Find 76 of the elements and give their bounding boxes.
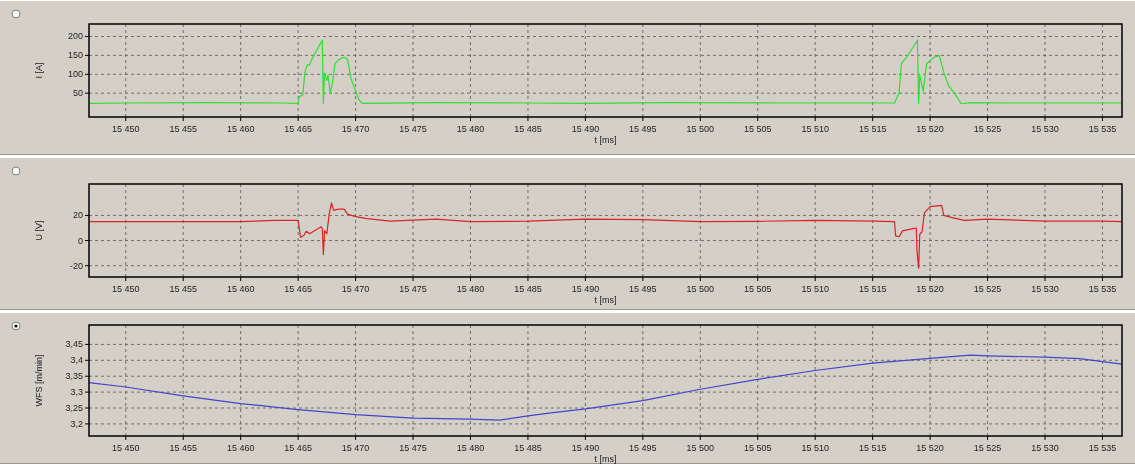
- x-tick-label: 15 475: [399, 443, 427, 453]
- x-tick-label: 15 495: [629, 284, 657, 294]
- x-tick-label: 15 460: [226, 284, 255, 294]
- x-tick-label: 15 480: [456, 124, 485, 134]
- x-tick-label: 15 520: [916, 443, 944, 453]
- x-tick-label: 15 465: [284, 443, 312, 453]
- x-tick-label: 15 530: [1031, 284, 1059, 294]
- x-tick-label: 15 495: [629, 443, 657, 453]
- x-tick-label: 15 505: [743, 284, 772, 294]
- x-tick-label: 15 485: [514, 284, 542, 294]
- x-tick-label: 15 490: [571, 284, 600, 294]
- y-tick-label: -20: [69, 260, 83, 271]
- x-tick-label: 15 520: [916, 124, 944, 134]
- x-tick-label: 15 485: [514, 443, 542, 453]
- x-tick-label: 15 520: [916, 284, 944, 294]
- x-tick-label: 15 450: [112, 124, 140, 134]
- x-tick-label: 15 535: [1088, 124, 1117, 134]
- x-tick-label: 15 470: [341, 443, 370, 453]
- x-tick-label: 15 465: [284, 124, 312, 134]
- x-tick-label: 15 465: [284, 284, 312, 294]
- x-tick-label: 15 515: [858, 124, 887, 134]
- x-tick-label: 15 510: [801, 284, 829, 294]
- x-axis-title: t [ms]: [594, 295, 617, 305]
- x-tick-label: 15 460: [226, 124, 255, 134]
- x-tick-label: 15 500: [686, 284, 715, 294]
- x-tick-label: 15 480: [456, 284, 485, 294]
- y-tick-label: 3,45: [65, 339, 83, 350]
- y-axis-title: I [A]: [34, 62, 44, 79]
- x-tick-label: 15 500: [686, 124, 715, 134]
- x-tick-label: 15 525: [973, 124, 1002, 134]
- x-tick-label: 15 470: [341, 124, 370, 134]
- x-tick-label: 15 505: [743, 124, 772, 134]
- x-axis-title: t [ms]: [594, 135, 617, 145]
- x-tick-label: 15 495: [629, 124, 657, 134]
- x-tick-label: 15 525: [973, 443, 1002, 453]
- y-tick-label: 20: [72, 210, 83, 221]
- x-tick-label: 15 535: [1088, 284, 1117, 294]
- x-tick-label: 15 505: [743, 443, 772, 453]
- x-tick-label: 15 535: [1088, 443, 1117, 453]
- y-axis-title: U [V]: [34, 220, 44, 241]
- x-tick-label: 15 455: [169, 284, 197, 294]
- x-tick-label: 15 490: [571, 124, 600, 134]
- x-tick-label: 15 510: [801, 443, 829, 453]
- y-tick-label: 50: [72, 88, 83, 99]
- x-tick-label: 15 515: [858, 443, 887, 453]
- line-series: [88, 39, 1123, 105]
- x-tick-label: 15 475: [399, 124, 427, 134]
- y-tick-label: 100: [67, 69, 83, 80]
- x-axis-title: t [ms]: [594, 454, 617, 464]
- x-tick-label: 15 510: [801, 124, 829, 134]
- x-tick-label: 15 530: [1031, 443, 1059, 453]
- y-tick-label: 3,25: [65, 403, 83, 414]
- x-tick-label: 15 530: [1031, 124, 1059, 134]
- line-series: [88, 354, 1123, 421]
- x-tick-label: 15 475: [399, 284, 427, 294]
- x-tick-label: 15 455: [169, 443, 197, 453]
- y-axis-title: WFS [m/min]: [34, 354, 44, 407]
- y-tick-label: 3,3: [70, 387, 83, 398]
- x-tick-label: 15 450: [112, 443, 140, 453]
- x-tick-label: 15 450: [112, 284, 140, 294]
- x-tick-label: 15 500: [686, 443, 715, 453]
- y-tick-label: 0: [77, 235, 83, 246]
- y-tick-label: 3,2: [70, 418, 83, 429]
- y-tick-label: 3,4: [70, 355, 83, 366]
- x-tick-label: 15 525: [973, 284, 1002, 294]
- x-tick-label: 15 515: [858, 284, 887, 294]
- line-series: [88, 202, 1123, 269]
- y-tick-label: 3,35: [65, 371, 83, 382]
- x-tick-label: 15 485: [514, 124, 542, 134]
- x-tick-label: 15 470: [341, 284, 370, 294]
- x-tick-label: 15 455: [169, 124, 197, 134]
- y-tick-label: 200: [67, 31, 83, 42]
- x-tick-label: 15 460: [226, 443, 255, 453]
- x-tick-label: 15 490: [571, 443, 600, 453]
- y-tick-label: 150: [67, 50, 83, 61]
- x-tick-label: 15 480: [456, 443, 485, 453]
